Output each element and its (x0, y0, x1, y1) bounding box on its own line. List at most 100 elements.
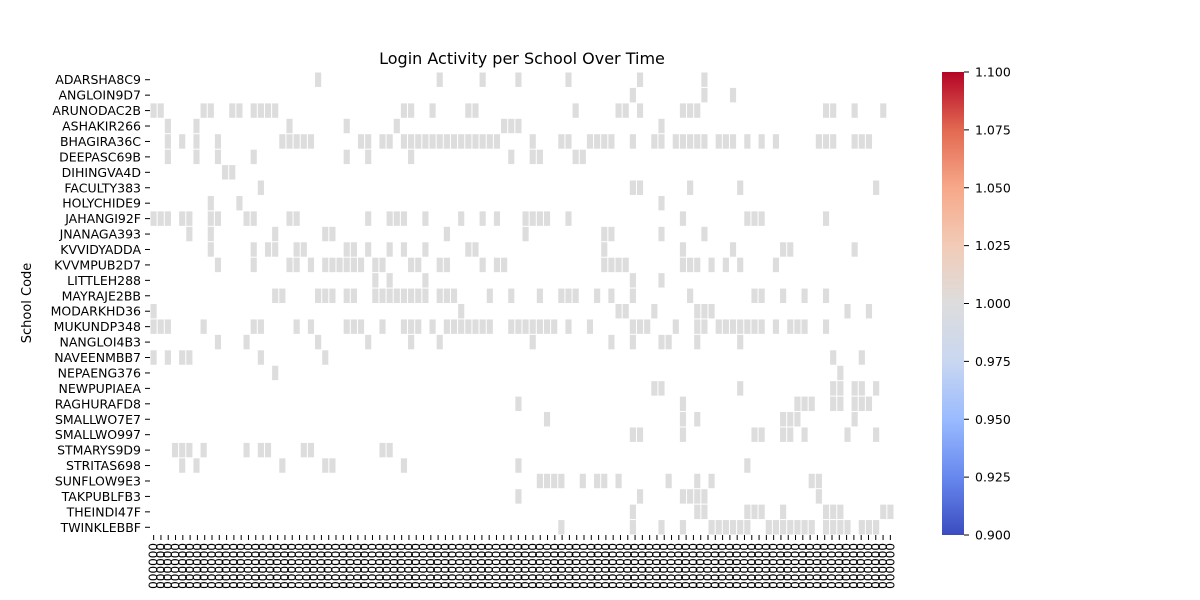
x-tick-label: 000000 (781, 543, 795, 589)
heatmap-cell (279, 134, 286, 149)
heatmap-cell (708, 257, 715, 273)
heatmap-cell (586, 134, 594, 149)
heatmap-cell (493, 211, 501, 226)
y-tick-label: HOLYCHIDE9 (62, 196, 141, 211)
heatmap-cell (429, 319, 436, 334)
heatmap-cell (679, 520, 687, 535)
heatmap-cell (400, 458, 408, 473)
x-tick-label: 000000 (234, 543, 248, 589)
heatmap-cell (443, 288, 450, 303)
heatmap-cell (608, 134, 615, 149)
heatmap-cell (157, 103, 164, 118)
heatmap-cell (765, 520, 772, 535)
heatmap-cell (873, 180, 880, 195)
heatmap-cell (450, 319, 458, 334)
heatmap-cell (679, 134, 687, 149)
heatmap-cell (529, 134, 536, 149)
y-tick-label: ADARSHA8C9 (55, 72, 141, 87)
heatmap-cell (687, 134, 694, 149)
x-tick-label: 000000 (387, 543, 401, 589)
heatmap-cell (386, 288, 393, 303)
x-tick-label: 000000 (307, 543, 321, 589)
heatmap-cell (343, 257, 350, 273)
heatmap-cell (408, 103, 415, 118)
x-tick-label: 000000 (438, 543, 452, 589)
heatmap-cell (780, 288, 787, 303)
heatmap-cell (615, 304, 622, 319)
heatmap-cell (701, 319, 708, 334)
heatmap-cell (794, 319, 801, 334)
x-tick-label: 000000 (577, 543, 591, 589)
heatmap-cell (608, 226, 615, 242)
heatmap-cell (307, 134, 315, 149)
heatmap-cell (873, 427, 880, 442)
heatmap-cell (658, 381, 665, 396)
heatmap-cell (150, 350, 157, 365)
heatmap-cell (579, 473, 586, 489)
heatmap-cell (408, 319, 415, 334)
heatmap-cell (758, 211, 765, 226)
heatmap-cell (737, 381, 744, 396)
x-tick-label: 000000 (300, 543, 314, 589)
heatmap-cell (501, 118, 508, 134)
x-tick-label: 000000 (679, 543, 693, 589)
y-tick-label: BHAGIRA36C (60, 134, 141, 149)
heatmap-cell (694, 103, 701, 118)
heatmap-cell (186, 442, 193, 458)
heatmap-cell (243, 211, 250, 226)
heatmap-cell (214, 334, 222, 350)
x-tick-label: 000000 (832, 543, 846, 589)
heatmap-cell (737, 319, 744, 334)
heatmap-cell (372, 273, 379, 288)
heatmap-cell (830, 381, 837, 396)
heatmap-cell (687, 257, 694, 273)
heatmap-cell (515, 489, 522, 504)
heatmap-cell (186, 350, 193, 365)
heatmap-cell (365, 149, 372, 165)
y-tick-label: DIHINGVA4D (62, 165, 141, 180)
x-tick-label: 000000 (212, 543, 226, 589)
heatmap-cell (729, 520, 737, 535)
heatmap-cell (214, 149, 222, 165)
heatmap-cell (408, 334, 415, 350)
heatmap-cell (329, 226, 336, 242)
heatmap-cell (350, 242, 357, 257)
heatmap-cell (200, 442, 207, 458)
y-tick-label: NANGLOI4B3 (60, 335, 141, 350)
heatmap-cell (543, 319, 551, 334)
heatmap-cell (293, 211, 300, 226)
heatmap-cell (543, 211, 551, 226)
heatmap-cell (472, 103, 479, 118)
heatmap-cell (558, 288, 565, 303)
x-tick-label: 000000 (241, 543, 255, 589)
heatmap-cell (644, 319, 651, 334)
heatmap-cell (851, 103, 858, 118)
heatmap-cell (629, 87, 636, 103)
x-tick-label: 000000 (708, 543, 722, 589)
heatmap-cell (772, 257, 780, 273)
heatmap-cell (250, 211, 257, 226)
x-tick-label: 000000 (752, 543, 766, 589)
heatmap-cell (200, 103, 207, 118)
x-tick-label: 000000 (314, 543, 328, 589)
x-tick-label: 000000 (183, 543, 197, 589)
heatmap-cell (157, 211, 164, 226)
heatmap-cell (558, 134, 565, 149)
y-tick-label: SMALLWO997 (55, 427, 141, 442)
x-tick-label: 000000 (818, 543, 832, 589)
heatmap-cell (508, 319, 515, 334)
x-tick-label: 000000 (220, 543, 234, 589)
heatmap-cell (515, 118, 522, 134)
heatmap-cell (794, 520, 801, 535)
heatmap-cell (257, 103, 264, 118)
y-tick-label: FACULTY383 (64, 180, 141, 195)
heatmap-cell (343, 288, 350, 303)
heatmap-cell (636, 319, 644, 334)
x-tick-label: 000000 (774, 543, 788, 589)
heatmap-cell (601, 473, 608, 489)
heatmap-cell (822, 211, 830, 226)
heatmap-cell (751, 504, 758, 520)
heatmap-cell (508, 288, 515, 303)
heatmap-cell (558, 520, 565, 535)
heatmap-cell (536, 211, 543, 226)
